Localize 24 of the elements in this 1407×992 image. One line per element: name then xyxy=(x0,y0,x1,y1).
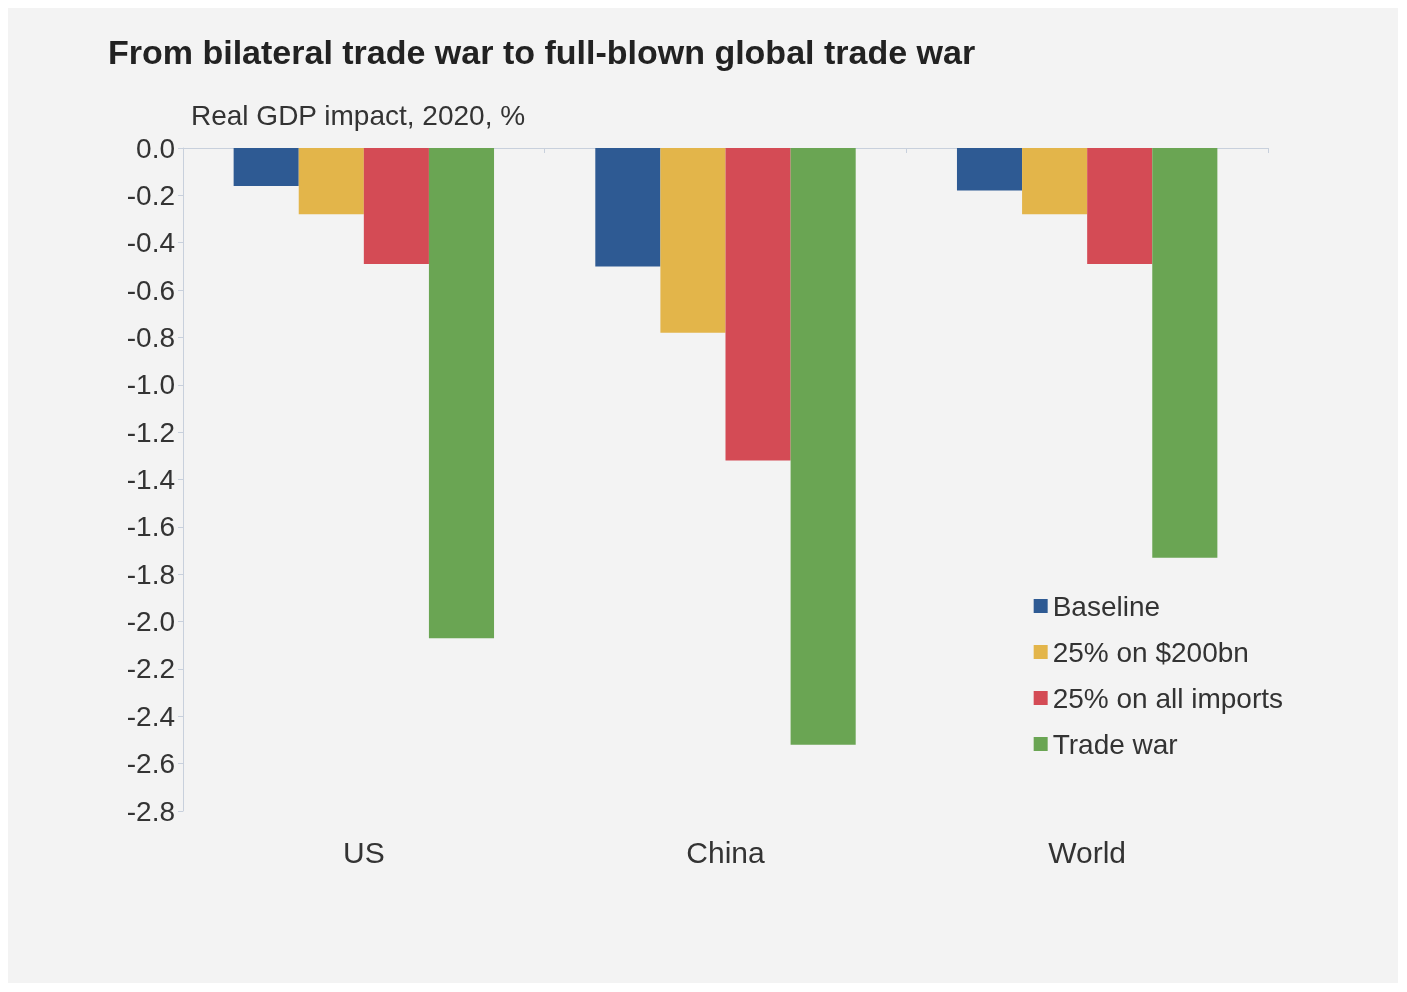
legend-label: 25% on $200bn xyxy=(1052,636,1249,668)
x-tick-label: World xyxy=(1048,835,1127,869)
legend-label: Trade war xyxy=(1052,728,1178,760)
y-tick-label: -1.0 xyxy=(126,369,175,401)
y-tick-label: -2.6 xyxy=(126,748,175,780)
chart-title: From bilateral trade war to full-blown global trade war xyxy=(108,33,976,71)
y-tick-label: -0.8 xyxy=(126,321,175,353)
y-tick-label: -0.2 xyxy=(126,179,175,211)
y-tick-label: -0.6 xyxy=(126,274,175,306)
y-tick-label: 0.0 xyxy=(136,132,175,164)
y-tick-label: -1.2 xyxy=(126,416,175,448)
y-tick-label: -2.4 xyxy=(126,700,175,732)
y-tick-label: -2.2 xyxy=(126,653,175,685)
y-tick-label: -1.8 xyxy=(126,558,175,590)
y-tick-label: -1.4 xyxy=(126,464,175,495)
y-tick-label: -2.0 xyxy=(126,606,175,638)
chart-subtitle: Real GDP impact, 2020, % xyxy=(191,99,526,131)
y-tick-label: -1.6 xyxy=(126,511,175,543)
y-tick-label: -0.4 xyxy=(126,227,175,259)
legend-label: Baseline xyxy=(1052,590,1161,622)
legend-label: 25% on all imports xyxy=(1052,682,1284,714)
x-tick-label: China xyxy=(686,835,765,869)
x-tick-label: US xyxy=(342,835,385,869)
y-tick-label: -2.8 xyxy=(126,795,175,827)
